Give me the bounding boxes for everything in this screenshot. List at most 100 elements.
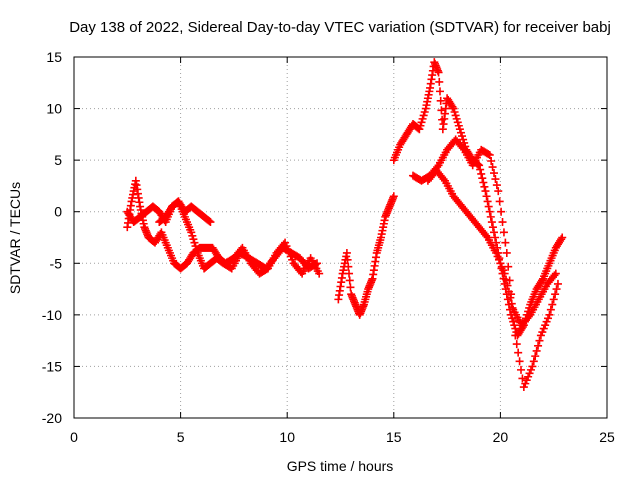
data-point [502,275,511,284]
data-point [484,202,493,211]
data-point [486,212,495,221]
data-point [514,348,523,357]
chart-title: Day 138 of 2022, Sidereal Day-to-day VTE… [69,19,611,36]
data-point [546,305,555,314]
data-point [509,317,518,326]
y-axis-label: SDTVAR / TECUs [7,182,23,294]
x-tick-label: 25 [599,429,615,445]
y-ticks: 15 10 5 0 -5 -10 -15 -20 [42,49,607,426]
data-point [497,207,506,216]
data-point [480,182,489,191]
y-tick-label: -10 [42,307,62,323]
data-point [502,248,511,257]
data-point [315,269,324,278]
data-point [495,197,504,206]
data-point [313,259,322,268]
data-point [439,175,448,184]
data-point [506,293,515,302]
data-point [492,181,501,190]
data-point [534,341,543,350]
data-point [557,235,566,244]
data-point [474,160,483,169]
data-point [311,260,320,269]
x-tick-label: 5 [177,429,185,445]
y-tick-label: 0 [54,204,62,220]
data-point [515,357,524,366]
data-point [517,365,526,374]
y-tick-label: 15 [46,49,62,65]
data-point [535,336,544,345]
x-axis-label: GPS time / hours [287,458,394,474]
data-point [548,300,557,309]
series-segment-c [155,197,215,227]
data-point [505,276,514,285]
x-tick-label: 20 [493,429,509,445]
data-point [545,310,554,319]
data-point [518,374,527,383]
data-point [482,192,491,201]
y-tick-label: 10 [46,101,62,117]
data-point [531,352,540,361]
data-point [537,276,546,285]
data-point [499,228,508,237]
data-point [482,231,491,240]
data-points [123,58,567,392]
data-point [551,269,560,278]
data-point [528,362,537,371]
grid [74,57,607,418]
data-point [491,175,500,184]
data-point [458,144,467,153]
data-point [507,299,516,308]
data-point [483,197,492,206]
data-point [491,233,500,242]
data-point [434,68,443,77]
x-ticks: 0 5 10 15 20 25 [70,57,615,445]
data-point [343,255,352,264]
data-point [448,102,457,111]
y-tick-label: -20 [42,410,62,426]
x-tick-label: 0 [70,429,78,445]
data-point [488,163,497,172]
data-point [435,77,444,86]
data-point [342,248,351,257]
data-point [205,217,214,226]
data-point [552,285,561,294]
x-tick-label: 10 [279,429,295,445]
data-point [524,312,533,321]
data-point [494,187,503,196]
plot-frame [73,56,608,419]
series-segment-g [423,166,560,330]
data-point [553,279,562,288]
data-point [346,283,355,292]
data-point [532,346,541,355]
data-point [488,223,497,232]
data-point [549,295,558,304]
data-point [476,165,485,174]
data-point [490,228,499,237]
data-point [344,262,353,271]
series-segment-f [408,135,562,392]
data-point [501,238,510,247]
data-point [529,357,538,366]
data-point [436,96,445,105]
data-point [481,187,490,196]
data-point [345,276,354,285]
data-point [512,340,521,349]
y-tick-label: -15 [42,358,62,374]
y-tick-label: 5 [54,152,62,168]
data-point [389,192,398,201]
data-point [500,269,509,278]
data-point [487,218,496,227]
data-point [485,150,494,159]
data-point [504,287,513,296]
data-point [479,178,488,187]
data-point [345,269,354,278]
data-point [477,169,486,178]
data-point [478,174,487,183]
data-point [206,218,215,227]
data-point [435,87,444,96]
y-tick-label: -5 [50,255,63,271]
data-point [551,290,560,299]
series-segment-d [334,192,398,319]
